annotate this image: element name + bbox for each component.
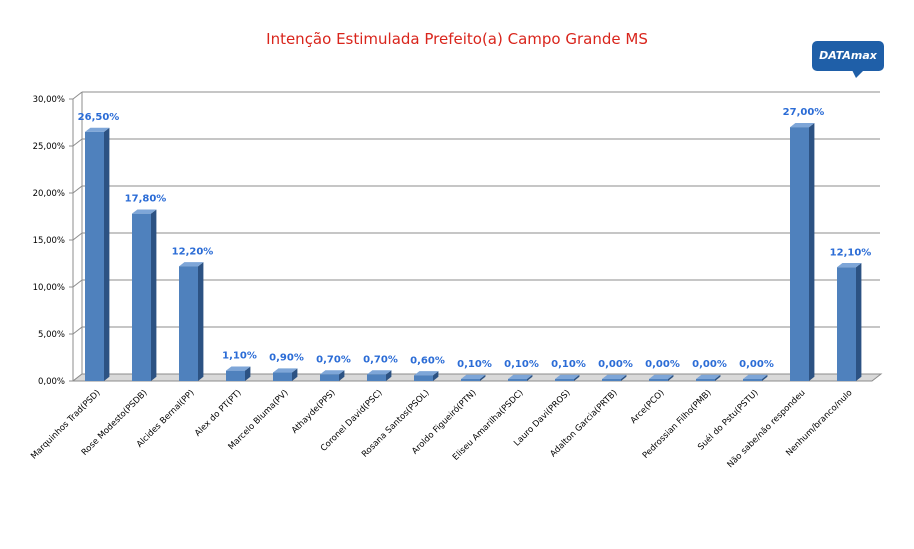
logo-text: DATAmax (819, 49, 877, 62)
bar-side (339, 370, 345, 381)
data-label: 0,10% (551, 359, 586, 370)
data-label: 0,00% (692, 359, 727, 370)
bar (649, 379, 668, 381)
bar-side (574, 374, 580, 381)
data-labels: 26,50% 17,80% 12,20% 1,10% 0,90% 0,70% 0,70% 0,… (78, 107, 872, 370)
bar (461, 379, 480, 381)
gridline-side (72, 185, 83, 194)
data-label: 26,50% (78, 112, 120, 123)
gridline-side (72, 279, 83, 288)
data-label: 0,10% (457, 359, 492, 370)
bar-side (198, 262, 204, 381)
x-tick-label: Athayde(PPS) (290, 388, 338, 436)
datamax-logo: DATAmax (812, 41, 884, 79)
data-label: 12,10% (830, 247, 872, 258)
data-label: 17,80% (125, 194, 167, 205)
data-label: 1,10% (222, 351, 257, 362)
bar-top (837, 263, 862, 268)
bar-side (245, 366, 251, 381)
bar-side (762, 374, 768, 381)
bar-side (856, 263, 862, 381)
bar-side (104, 127, 110, 381)
bar-top (132, 209, 157, 214)
chart-grid (72, 91, 880, 382)
data-label: 0,70% (363, 354, 398, 365)
bar (555, 379, 574, 381)
bar-top (790, 123, 815, 128)
chart-title: Intenção Estimulada Prefeito(a) Campo Gr… (266, 30, 648, 48)
bar-top (696, 374, 721, 379)
x-tick-label: Alex do PT(PT) (193, 388, 244, 439)
bar (414, 375, 433, 381)
bar-side (621, 374, 627, 381)
bar-top (320, 370, 345, 375)
bar-top (743, 374, 768, 379)
bar-top (226, 366, 251, 371)
bar (508, 379, 527, 381)
x-tick-label: Arce(PCO) (629, 388, 667, 426)
bar-side (809, 123, 815, 381)
bar (273, 372, 292, 381)
bar (837, 267, 856, 381)
bar (790, 127, 809, 381)
bar (85, 131, 104, 381)
y-tick-label: 25,00% (33, 142, 65, 152)
bar-top (461, 374, 486, 379)
x-tick-label: Não sabe/não respondeu (726, 388, 808, 470)
bar-side (715, 374, 721, 381)
bar-top (555, 374, 580, 379)
data-label: 0,90% (269, 353, 304, 364)
y-axis: 0,00% 5,00% 10,00% 15,00% 20,00% 25,00% 30,00% (33, 95, 73, 387)
bar (696, 379, 715, 381)
data-label: 0,00% (739, 359, 774, 370)
bar (367, 374, 386, 381)
bar-top (179, 262, 204, 267)
bar-series (85, 123, 862, 381)
bar-top (367, 370, 392, 375)
gridline-side (72, 91, 83, 100)
y-tick-label: 20,00% (33, 189, 65, 199)
bar (132, 213, 151, 381)
bar-side (292, 368, 298, 381)
bar (320, 374, 339, 381)
bar-side (668, 374, 674, 381)
data-label: 27,00% (783, 107, 825, 118)
bar-top (85, 127, 110, 132)
y-tick-label: 5,00% (38, 330, 65, 340)
data-label: 0,00% (645, 359, 680, 370)
data-label: 0,10% (504, 359, 539, 370)
bar-top (508, 374, 533, 379)
bar-side (527, 374, 533, 381)
logo-badge-shape (812, 41, 884, 78)
gridline-side (72, 138, 83, 147)
bar-top (273, 368, 298, 373)
bar (743, 379, 762, 381)
bar (179, 266, 198, 381)
gridline-side (72, 232, 83, 241)
bar-side (151, 209, 157, 381)
bar-side (433, 371, 439, 381)
bar-side (480, 374, 486, 381)
bar-top (414, 371, 439, 376)
data-label: 0,70% (316, 354, 351, 365)
y-tick-label: 10,00% (33, 283, 65, 293)
data-label: 12,20% (172, 246, 214, 257)
data-label: 0,60% (410, 355, 445, 366)
gridline-side (72, 326, 83, 335)
y-tick-label: 0,00% (38, 377, 65, 387)
y-tick-label: 30,00% (33, 95, 65, 105)
bar (226, 370, 245, 381)
data-label: 0,00% (598, 359, 633, 370)
y-tick-label: 15,00% (33, 236, 65, 246)
bar (602, 379, 621, 381)
bar-top (602, 374, 627, 379)
x-axis: Marquinhos Trad(PSD)Rose Modesto(PSDB)Al… (29, 387, 854, 470)
bar-top (649, 374, 674, 379)
bar-side (386, 370, 392, 381)
